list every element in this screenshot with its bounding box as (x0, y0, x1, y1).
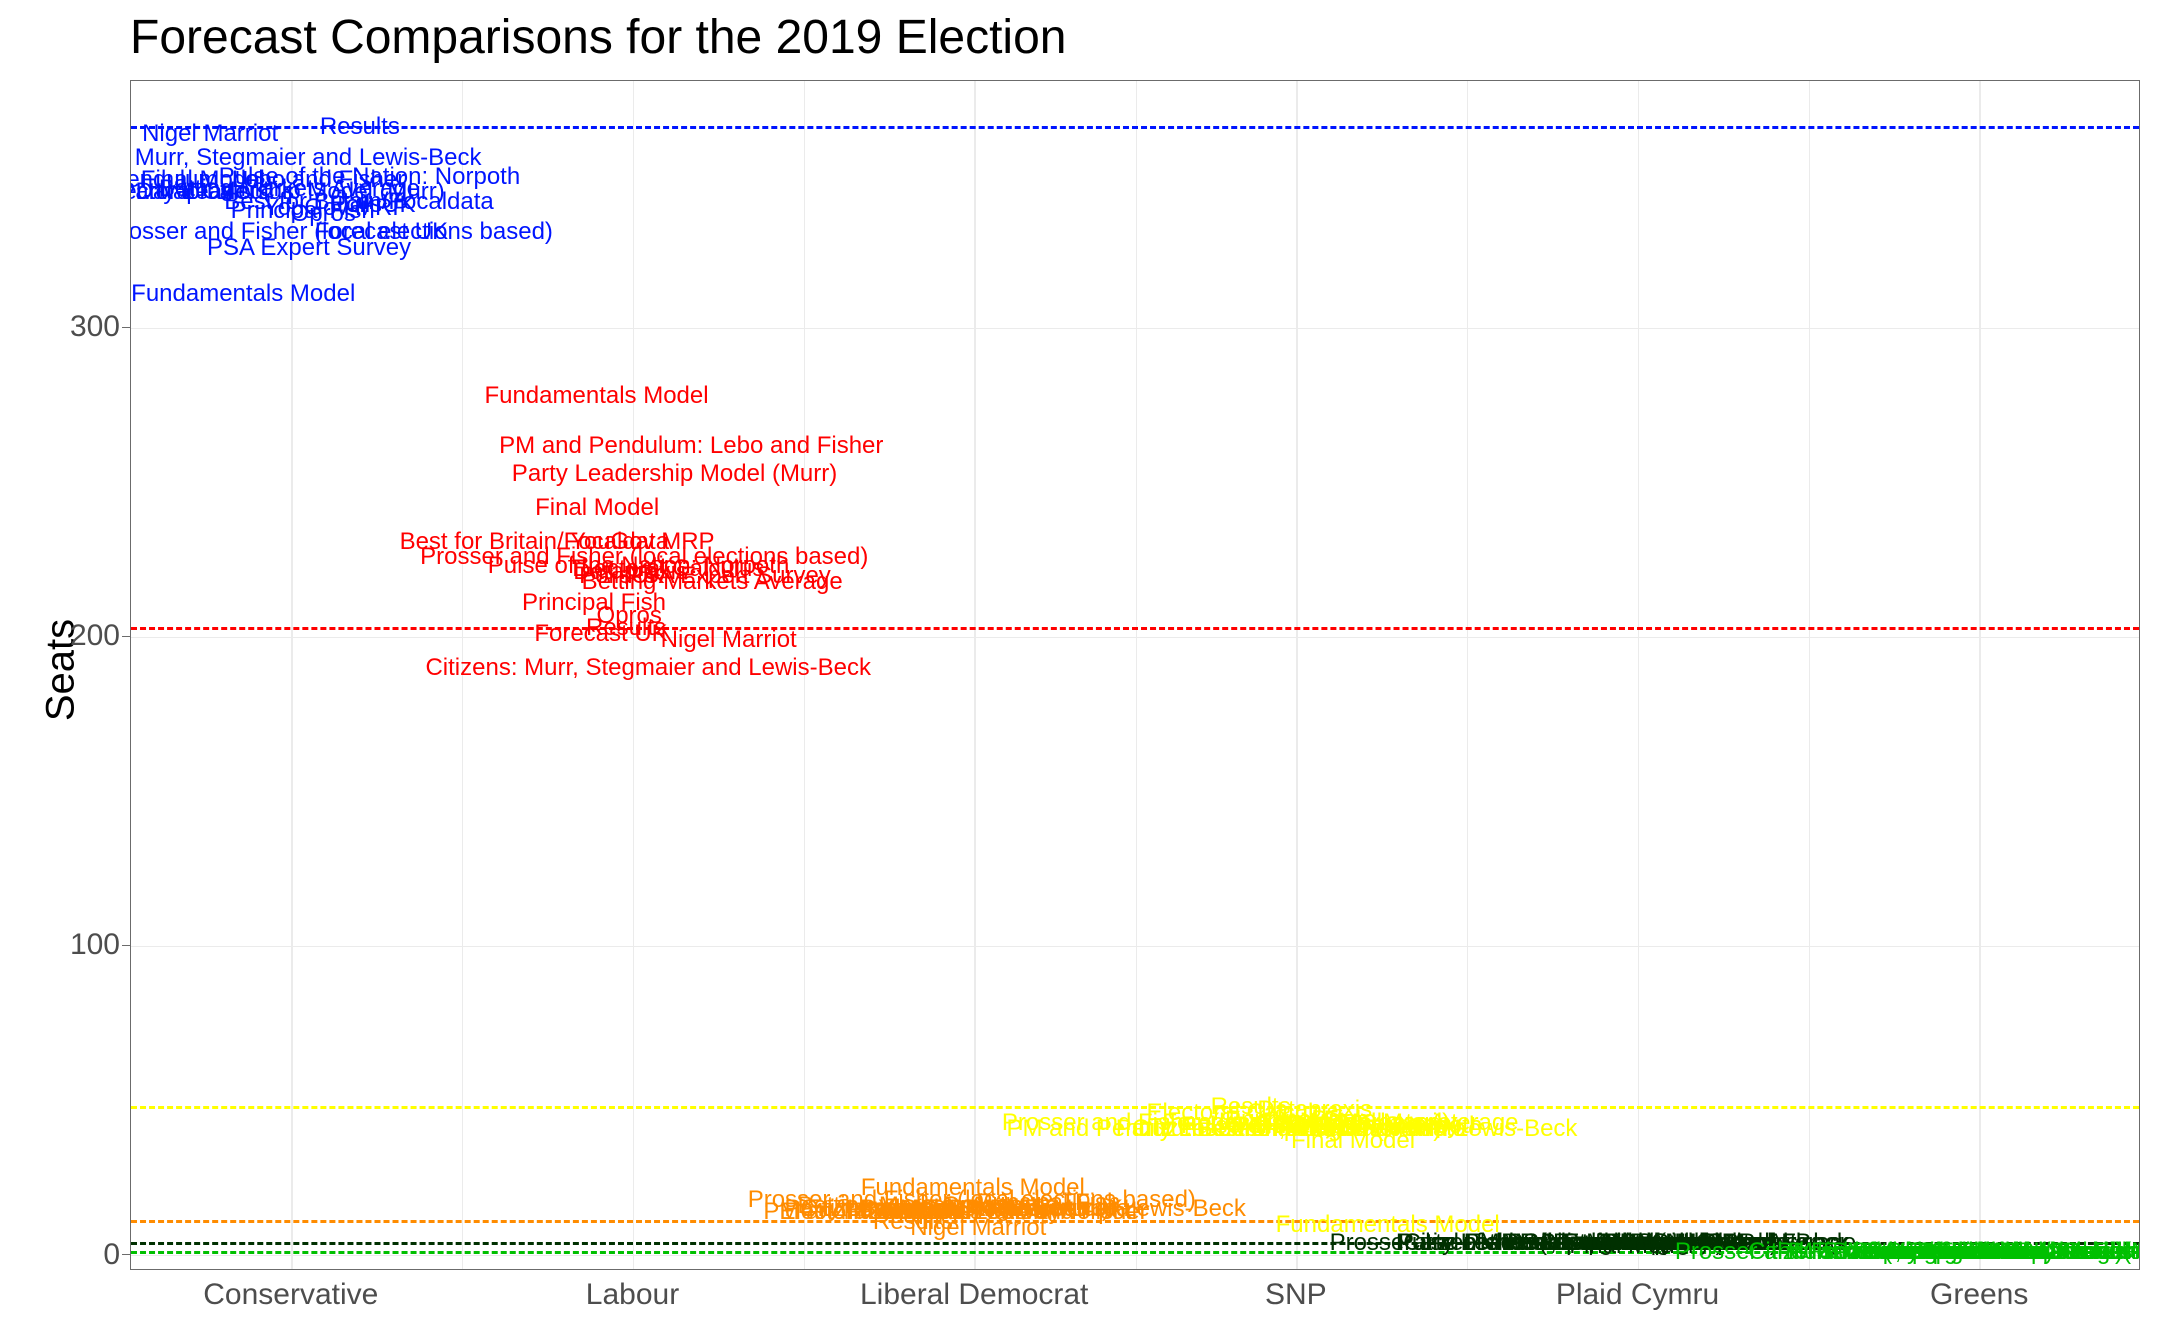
forecast-label: YouGov MRP (570, 530, 715, 554)
x-tick-label: Plaid Cymru (1556, 1278, 1719, 1312)
forecast-label: Pulse of the Nation: Norpoth (219, 165, 521, 189)
y-tick-label: 100 (20, 928, 120, 962)
result-line-labour (131, 627, 2139, 630)
x-tick-label: Greens (1930, 1278, 2028, 1312)
forecast-label: Betting Markets Average (159, 177, 420, 201)
forecast-label: Betting Markets Average (797, 1194, 1058, 1218)
forecast-label: Nigel Marriot (1322, 1111, 1458, 1135)
gridline-major (1979, 81, 1981, 1269)
forecast-label: PM and Pendulum: Lebo and Fisher (130, 168, 405, 192)
forecast-label: PM and Pendulum: Lebo and Fisher (499, 434, 883, 458)
forecast-label: Fundamentals Model (484, 384, 708, 408)
result-line-greens (131, 1251, 2139, 1254)
forecast-label: Best for Britain/Focaldata (224, 190, 493, 214)
forecast-label: Electoral Calculus (130, 180, 294, 204)
result-line-liberal-democrat (131, 1220, 2139, 1223)
forecast-label: YouGov MRP (878, 1197, 1023, 1221)
result-line-conservative (131, 126, 2139, 129)
y-tick-mark (122, 945, 130, 947)
forecast-label: Principal Fish (231, 199, 375, 223)
y-tick-mark (122, 327, 130, 329)
forecast-label: Final Model (141, 168, 265, 192)
gridline-h (131, 328, 2139, 330)
y-tick-mark (122, 636, 130, 638)
gridline-h (131, 637, 2139, 639)
plot-area: ResultsNigel MarriotCitizens: Murr, Steg… (130, 80, 2140, 1270)
forecast-label: Prosser and Fisher (local elections base… (748, 1188, 1196, 1212)
forecast-label: Prosser and Fisher (local elections base… (130, 220, 553, 244)
forecast-label: Fundamentals Model (861, 1176, 1085, 1200)
forecast-label: YouGov MRP (1295, 1117, 1440, 1141)
forecast-label: Fundamentals Model (1276, 1213, 1500, 1237)
result-line-plaid-cymru (131, 1242, 2139, 1245)
gridline-minor (804, 81, 805, 1269)
forecast-label: Datapraxis (136, 180, 251, 204)
forecast-label: Prosser and Fisher (local elections base… (420, 545, 868, 569)
y-tick-mark (122, 1254, 130, 1256)
forecast-label: PSA Expert Survey (207, 236, 411, 260)
forecast-label: Forecast UK (990, 1197, 1123, 1221)
forecast-label: Citizens: Murr, Stegmaier and Lewis-Beck (800, 1197, 1246, 1221)
forecast-label: Best for Britain/Focaldata (400, 530, 669, 554)
forecast-label: Datapraxis (1257, 1098, 1372, 1122)
forecast-label: PM and Pendulum: Lebo and Fisher (1006, 1117, 1390, 1141)
forecast-label: Citizens: Murr, Stegmaier and Lewis-Beck (130, 146, 482, 170)
x-tick-label: Labour (586, 1278, 679, 1312)
forecast-label: Nigel Marriot (661, 628, 797, 652)
forecast-label: Pulse of the Nation: Norpoth (488, 554, 790, 578)
forecast-label: Fundamentals Model (131, 282, 355, 306)
forecast-label: Prosser and Fisher (local elections base… (1002, 1111, 1450, 1135)
gridline-major (291, 81, 293, 1269)
chart-container: Forecast Comparisons for the 2019 Electi… (0, 0, 2160, 1341)
forecast-label: Principal Fish (976, 1191, 1120, 1215)
chart-title: Forecast Comparisons for the 2019 Electi… (130, 10, 1066, 65)
gridline-major (974, 81, 976, 1269)
forecast-label: Party Leadership Model (Murr) (512, 462, 837, 486)
y-tick-label: 200 (20, 619, 120, 653)
forecast-label: PSA Expert Survey (1255, 1114, 1459, 1138)
gridline-major (1638, 81, 1640, 1269)
forecast-label: Opros (597, 604, 662, 628)
gridline-h (131, 946, 2139, 948)
gridline-major (1296, 81, 1298, 1269)
result-line-snp (131, 1106, 2139, 1109)
forecast-label: Pulse of the Nation: Norpoth (1181, 1114, 1483, 1138)
forecast-label: YouGov MRP (264, 196, 409, 220)
forecast-label: PollsUK (330, 193, 415, 217)
gridline-minor (1809, 81, 1810, 1269)
forecast-label: PollsUK (579, 564, 664, 588)
x-tick-label: SNP (1265, 1278, 1327, 1312)
gridline-minor (1467, 81, 1468, 1269)
forecast-label: Forecast UK (1162, 1111, 1295, 1135)
forecast-label: Best for Britain/Focaldata (1197, 1117, 1466, 1141)
forecast-label: Opros (291, 202, 356, 226)
gridline-minor (1136, 81, 1137, 1269)
forecast-label: Opros (1310, 1108, 1375, 1132)
y-tick-label: 0 (20, 1238, 120, 1272)
forecast-label: Final Model (535, 496, 659, 520)
forecast-label: Party Leadership Model (Murr) (130, 180, 445, 204)
gridline-major (633, 81, 635, 1269)
x-tick-label: Conservative (203, 1278, 378, 1312)
forecast-label: Party Leadership Model (Murr) (1116, 1117, 1441, 1141)
gridline-h (131, 1255, 2139, 1257)
x-tick-label: Liberal Democrat (860, 1278, 1088, 1312)
forecast-label: Final Model (1291, 1129, 1415, 1153)
gridline-minor (462, 81, 463, 1269)
forecast-label: Datapraxis (573, 560, 688, 584)
forecast-label: Electoral Calculus (572, 557, 764, 581)
forecast-label: Best for Britain/Focaldata (860, 1197, 1129, 1221)
forecast-label: Principal Fish (522, 591, 666, 615)
forecast-label: Party Leadership Model (Murr) (784, 1197, 1109, 1221)
forecast-label: Citizens: Murr, Stegmaier and Lewis-Beck (1132, 1117, 1578, 1141)
y-tick-label: 300 (20, 310, 120, 344)
forecast-label: PollsUK (1232, 1114, 1317, 1138)
forecast-label: Forecast UK (315, 220, 448, 244)
forecast-label: PSA Expert Survey (627, 564, 831, 588)
